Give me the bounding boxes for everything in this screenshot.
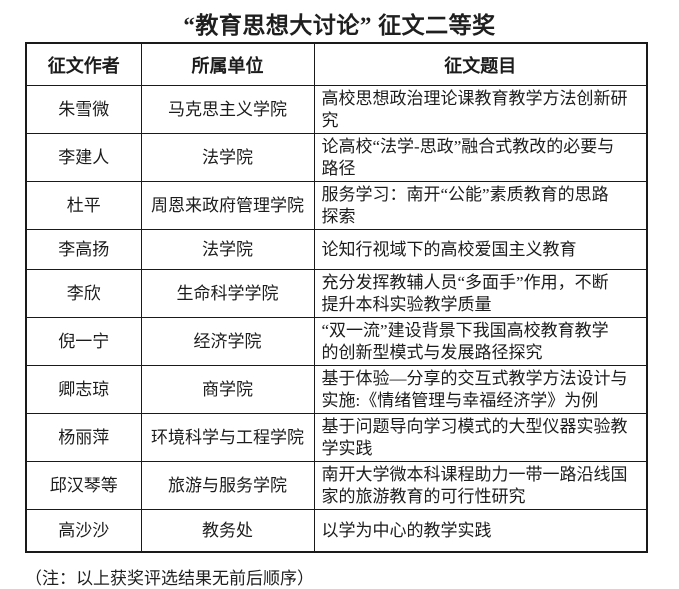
essay-title-cell: 充分发挥教辅人员“多面手”作用，不断 提升本科实验教学质量 (313, 269, 648, 318)
unit-cell: 周恩来政府管理学院 (140, 181, 315, 230)
table-row: 李高扬 法学院 论知行视域下的高校爱国主义教育 (25, 229, 648, 270)
unit-cell: 经济学院 (140, 317, 315, 366)
author-cell: 卿志琼 (25, 365, 142, 414)
author-cell: 邱汉琴等 (25, 461, 142, 510)
unit-cell: 法学院 (140, 133, 315, 182)
unit-cell: 马克思主义学院 (140, 85, 315, 134)
table-row: 朱雪微 马克思主义学院 高校思想政治理论课教育教学方法创新研 究 (25, 85, 648, 134)
unit-cell: 旅游与服务学院 (140, 461, 315, 510)
essay-title-cell: 论知行视域下的高校爱国主义教育 (313, 229, 648, 270)
essay-title-cell: 基于问题导向学习模式的大型仪器实验教 学实践 (313, 413, 648, 462)
author-cell: 高沙沙 (25, 509, 142, 553)
essay-title-cell: 基于体验—分享的交互式教学方法设计与 实施:《情绪管理与幸福经济学》为例 (313, 365, 648, 414)
table-row: 李欣 生命科学学院 充分发挥教辅人员“多面手”作用，不断 提升本科实验教学质量 (25, 269, 648, 318)
table-row: 高沙沙 教务处 以学为中心的教学实践 (25, 509, 648, 553)
author-cell: 李建人 (25, 133, 142, 182)
author-cell: 李欣 (25, 269, 142, 318)
essay-title-cell: 高校思想政治理论课教育教学方法创新研 究 (313, 85, 648, 134)
unit-cell: 生命科学学院 (140, 269, 315, 318)
essay-title-cell: 以学为中心的教学实践 (313, 509, 648, 553)
col-header-author: 征文作者 (25, 42, 142, 86)
footnote: （注：以上获奖评选结果无前后顺序） (25, 569, 314, 588)
author-cell: 李高扬 (25, 229, 142, 270)
table-header-row: 征文作者 所属单位 征文题目 (25, 42, 648, 86)
col-header-essay-title: 征文题目 (313, 42, 648, 86)
table-row: 杜平 周恩来政府管理学院 服务学习：南开“公能”素质教育的思路 探索 (25, 181, 648, 230)
unit-cell: 法学院 (140, 229, 315, 270)
unit-cell: 环境科学与工程学院 (140, 413, 315, 462)
table-row: 邱汉琴等 旅游与服务学院 南开大学微本科课程助力一带一路沿线国 家的旅游教育的可… (25, 461, 648, 510)
essay-title-cell: 论高校“法学-思政”融合式教改的必要与 路径 (313, 133, 648, 182)
author-cell: 倪一宁 (25, 317, 142, 366)
author-cell: 杜平 (25, 181, 142, 230)
table-row: 李建人 法学院 论高校“法学-思政”融合式教改的必要与 路径 (25, 133, 648, 182)
document-page: “教育思想大讨论” 征文二等奖 征文作者 所属单位 征文题目 朱雪微 马克思主义… (25, 13, 648, 588)
page-title: “教育思想大讨论” 征文二等奖 (183, 13, 496, 38)
unit-cell: 教务处 (140, 509, 315, 553)
awards-table: 征文作者 所属单位 征文题目 朱雪微 马克思主义学院 高校思想政治理论课教育教学… (25, 42, 648, 553)
essay-title-cell: 服务学习：南开“公能”素质教育的思路 探索 (313, 181, 648, 230)
author-cell: 朱雪微 (25, 85, 142, 134)
col-header-unit: 所属单位 (140, 42, 315, 86)
essay-title-cell: “双一流”建设背景下我国高校教育教学 的创新型模式与发展路径探究 (313, 317, 648, 366)
unit-cell: 商学院 (140, 365, 315, 414)
table-row: 卿志琼 商学院 基于体验—分享的交互式教学方法设计与 实施:《情绪管理与幸福经济… (25, 365, 648, 414)
author-cell: 杨丽萍 (25, 413, 142, 462)
table-row: 倪一宁 经济学院 “双一流”建设背景下我国高校教育教学 的创新型模式与发展路径探… (25, 317, 648, 366)
table-row: 杨丽萍 环境科学与工程学院 基于问题导向学习模式的大型仪器实验教 学实践 (25, 413, 648, 462)
essay-title-cell: 南开大学微本科课程助力一带一路沿线国 家的旅游教育的可行性研究 (313, 461, 648, 510)
